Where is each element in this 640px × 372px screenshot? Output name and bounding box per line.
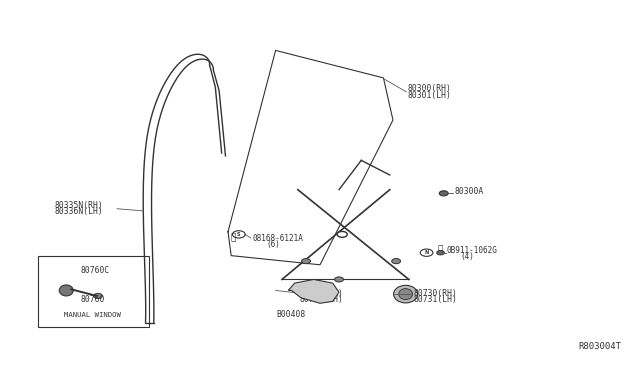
Text: R803004T: R803004T xyxy=(579,342,621,351)
Ellipse shape xyxy=(394,285,418,303)
Text: 80701(LH): 80701(LH) xyxy=(300,295,344,304)
Circle shape xyxy=(337,231,348,237)
Text: 80336N(LH): 80336N(LH) xyxy=(55,207,104,216)
Text: 80731(LH): 80731(LH) xyxy=(414,295,458,304)
Text: 80300A: 80300A xyxy=(454,187,484,196)
Text: S: S xyxy=(237,232,241,237)
Text: 80760C: 80760C xyxy=(80,266,109,275)
Circle shape xyxy=(335,277,344,282)
Text: 80301(LH): 80301(LH) xyxy=(408,91,451,100)
Text: 80730(RH): 80730(RH) xyxy=(414,289,458,298)
Circle shape xyxy=(439,191,448,196)
Text: 08168-6121A: 08168-6121A xyxy=(252,234,303,243)
Text: 80700(RH): 80700(RH) xyxy=(300,289,344,298)
Text: N: N xyxy=(424,250,429,255)
Ellipse shape xyxy=(60,285,73,296)
Circle shape xyxy=(301,259,310,264)
Polygon shape xyxy=(288,279,339,303)
Circle shape xyxy=(392,259,401,264)
Ellipse shape xyxy=(399,289,413,299)
Text: B00408: B00408 xyxy=(277,311,306,320)
Text: 0B911-1062G: 0B911-1062G xyxy=(447,246,498,254)
Text: (6): (6) xyxy=(267,240,280,249)
Text: 80300(RH): 80300(RH) xyxy=(408,84,451,93)
Text: (4): (4) xyxy=(461,252,475,261)
Text: 80760: 80760 xyxy=(81,295,105,304)
Text: Ⓝ: Ⓝ xyxy=(438,246,444,254)
Text: MANUAL WINDOW: MANUAL WINDOW xyxy=(65,312,122,318)
Text: Ⓝ: Ⓝ xyxy=(230,234,236,243)
Circle shape xyxy=(93,294,102,298)
Circle shape xyxy=(436,250,444,255)
Text: 80335N(RH): 80335N(RH) xyxy=(55,201,104,209)
